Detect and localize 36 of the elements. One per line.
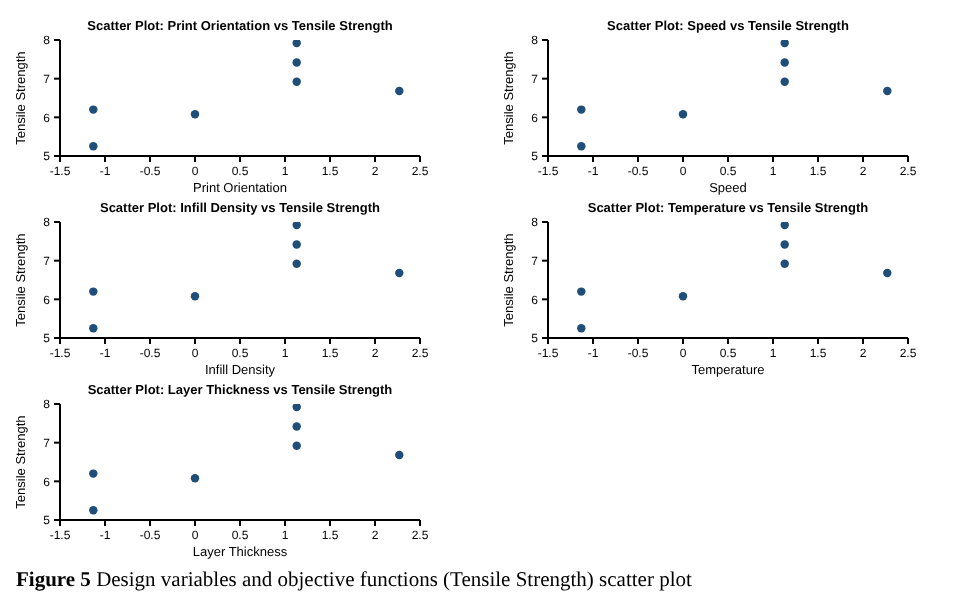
- point: [292, 441, 301, 450]
- point: [292, 58, 301, 67]
- point: [780, 77, 789, 86]
- point: [190, 292, 200, 301]
- point: [89, 105, 98, 114]
- point: [292, 40, 301, 48]
- point: [395, 86, 404, 96]
- point: [89, 506, 98, 515]
- point: [780, 222, 789, 230]
- point: [577, 324, 586, 333]
- point: [678, 110, 688, 119]
- point: [292, 422, 301, 431]
- point: [292, 222, 301, 230]
- point: [883, 268, 892, 278]
- point: [678, 292, 688, 301]
- point: [190, 474, 200, 483]
- point: [395, 268, 404, 278]
- point: [780, 240, 789, 249]
- point: [89, 469, 98, 478]
- point: [577, 142, 586, 151]
- caption: Figure 5 Design variables and objective functions (Tensile Strength) scatter plot: [16, 570, 692, 592]
- point: [577, 287, 586, 296]
- point: [190, 110, 200, 119]
- point: [780, 58, 789, 67]
- point: [292, 77, 301, 86]
- point: [780, 40, 789, 48]
- point: [89, 324, 98, 333]
- point: [883, 86, 892, 96]
- point: [780, 259, 789, 268]
- point: [395, 450, 404, 460]
- point: [89, 287, 98, 296]
- point: [89, 142, 98, 151]
- point: [292, 240, 301, 249]
- point: [292, 259, 301, 268]
- point: [577, 105, 586, 114]
- point: [292, 404, 301, 412]
